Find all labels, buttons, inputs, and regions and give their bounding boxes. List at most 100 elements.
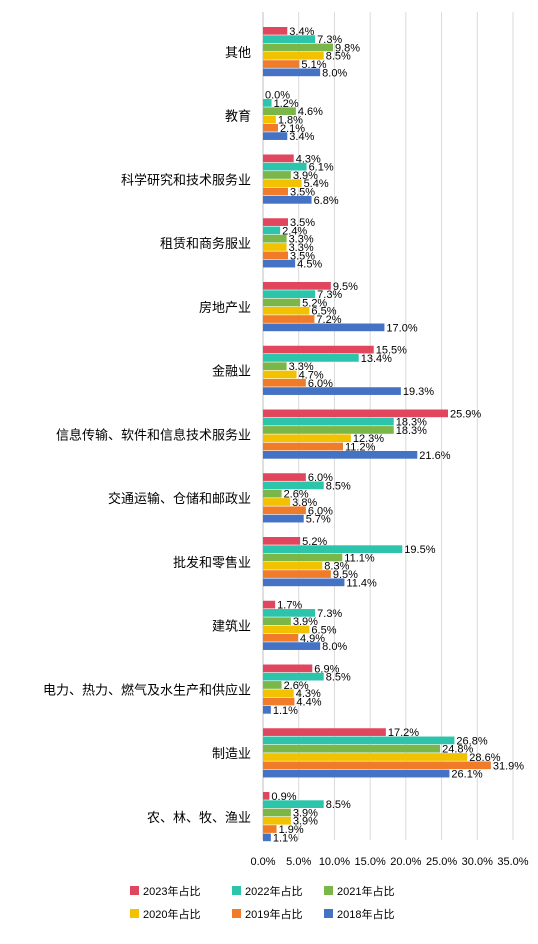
bar: [263, 672, 324, 681]
bar: [263, 600, 276, 609]
bar: [263, 537, 301, 545]
bar: [263, 51, 324, 60]
bar: [263, 769, 450, 778]
category-labels: 其他教育科学研究和技术服务业租赁和商务服业房地产业金融业信息传输、软件和信息技术…: [43, 45, 251, 825]
data-label: 6.9%: [314, 663, 339, 675]
bar: [263, 434, 351, 443]
bar: [263, 706, 271, 714]
bar: [263, 553, 343, 562]
bar: [263, 761, 491, 770]
data-label: 0.0%: [265, 90, 290, 102]
data-label: 0.9%: [271, 791, 296, 803]
bar: [263, 196, 312, 204]
data-label: 1.9%: [279, 824, 304, 836]
data-label: 26.1%: [451, 769, 482, 781]
data-label: 3.5%: [290, 187, 315, 199]
x-tick-label: 25.0%: [426, 856, 457, 868]
data-label: 4.4%: [296, 697, 321, 709]
bar: [263, 625, 310, 634]
bar: [263, 115, 276, 124]
bar: [263, 481, 324, 490]
data-label: 8.5%: [326, 480, 351, 492]
bar: [263, 417, 394, 426]
data-label: 11.1%: [344, 552, 375, 564]
data-label: 3.9%: [293, 816, 318, 828]
legend: 2023年占比 2022年占比 2021年占比 2020年占比 2019年占比 2018年…: [130, 884, 394, 921]
bar: [263, 570, 331, 578]
bar: [263, 578, 345, 587]
x-tick-label: 35.0%: [497, 856, 528, 868]
data-label: 5.1%: [301, 59, 326, 71]
category-label: 信息传输、软件和信息技术服务业: [56, 427, 251, 442]
data-label: 6.0%: [308, 505, 333, 517]
data-label: 3.3%: [289, 234, 314, 246]
bar: [263, 753, 468, 761]
bar: [263, 728, 386, 736]
x-tick-label: 5.0%: [286, 856, 311, 868]
x-tick-label: 0.0%: [250, 856, 275, 868]
bar: [263, 816, 291, 825]
legend-label: 2022年占比: [245, 884, 302, 898]
data-label: 8.0%: [322, 67, 347, 79]
bar: [263, 370, 297, 379]
bar: [263, 792, 270, 800]
category-label: 电力、热力、燃气及水生产和供应业: [43, 682, 251, 697]
data-label: 18.3%: [396, 425, 427, 437]
data-label: 6.8%: [314, 195, 339, 207]
bar: [263, 345, 374, 354]
data-label: 24.8%: [442, 744, 473, 756]
bar: [263, 489, 282, 498]
bar: [263, 800, 324, 808]
data-label: 1.7%: [277, 600, 302, 612]
data-label: 17.2%: [388, 727, 419, 739]
data-label: 21.6%: [419, 450, 450, 462]
legend-label: 2021年占比: [337, 884, 394, 898]
data-label: 7.2%: [316, 314, 341, 326]
data-label: 5.2%: [302, 297, 327, 309]
bar: [263, 234, 287, 243]
bar: [263, 179, 302, 188]
category-label: 房地产业: [199, 300, 251, 315]
data-label: 1.2%: [274, 98, 299, 110]
data-label: 11.2%: [345, 442, 376, 454]
data-label: 4.3%: [296, 153, 321, 165]
legend-swatch: [324, 909, 333, 918]
bar: [263, 282, 331, 290]
data-label: 6.5%: [311, 624, 336, 636]
data-label: 4.3%: [296, 688, 321, 700]
gridlines: [262, 12, 514, 840]
bar: [263, 681, 282, 689]
legend-swatch: [324, 886, 333, 895]
bar: [263, 354, 359, 362]
x-tick-label: 15.0%: [355, 856, 386, 868]
data-label: 3.4%: [289, 131, 314, 143]
bar: [263, 378, 306, 387]
data-label: 4.9%: [300, 633, 325, 645]
bar: [263, 409, 448, 418]
data-label: 9.8%: [335, 42, 360, 54]
bar: [263, 387, 401, 395]
data-label: 8.0%: [322, 641, 347, 653]
data-label: 3.4%: [289, 26, 314, 38]
bar: [263, 298, 301, 307]
category-label: 批发和零售业: [173, 555, 251, 570]
data-label: 6.0%: [308, 472, 333, 484]
data-label: 6.5%: [311, 306, 336, 318]
x-tick-label: 20.0%: [390, 856, 421, 868]
data-label: 13.4%: [361, 353, 392, 365]
legend-swatch: [130, 909, 139, 918]
bar: [263, 187, 288, 196]
data-label: 2.4%: [282, 225, 307, 237]
data-label: 28.6%: [469, 752, 500, 764]
data-label: 12.3%: [353, 433, 384, 445]
bar: [263, 99, 272, 107]
data-label: 8.5%: [326, 51, 351, 63]
bar: [263, 226, 281, 235]
data-label: 19.3%: [403, 386, 434, 398]
data-label: 3.9%: [293, 616, 318, 628]
data-label: 8.5%: [326, 672, 351, 684]
category-label: 建筑业: [212, 619, 251, 634]
legend-swatch: [232, 886, 241, 895]
bar: [263, 825, 277, 833]
